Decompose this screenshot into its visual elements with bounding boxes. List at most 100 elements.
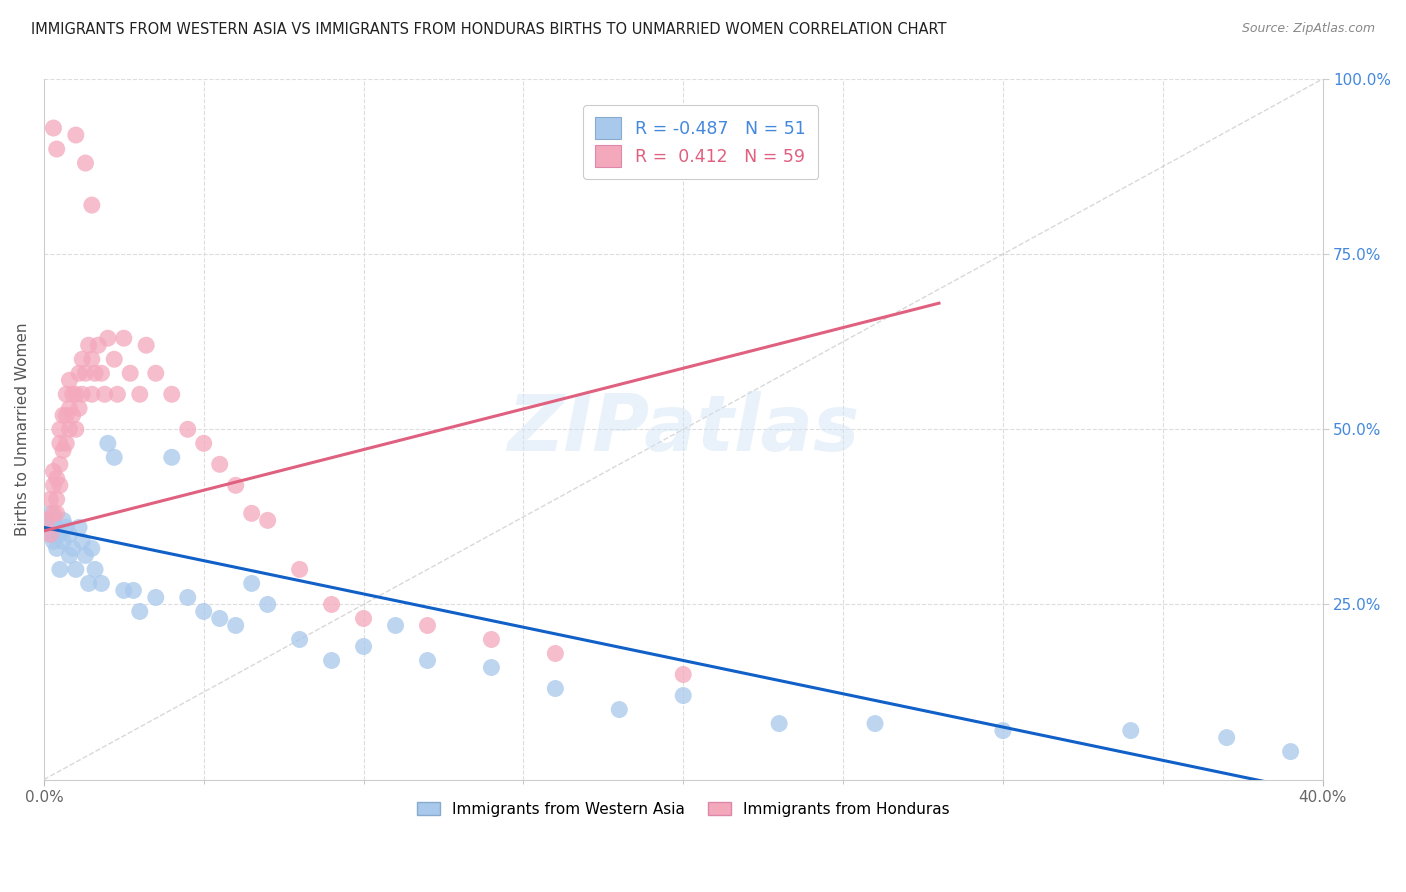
Point bbox=[208, 458, 231, 472]
Point bbox=[77, 338, 100, 352]
Point bbox=[62, 541, 84, 556]
Point bbox=[75, 156, 97, 170]
Point bbox=[75, 366, 97, 380]
Point bbox=[70, 387, 93, 401]
Point bbox=[49, 458, 72, 472]
Point bbox=[1215, 731, 1237, 745]
Point bbox=[35, 513, 58, 527]
Point bbox=[49, 478, 72, 492]
Point bbox=[62, 387, 84, 401]
Point bbox=[991, 723, 1014, 738]
Point bbox=[112, 583, 135, 598]
Point bbox=[62, 409, 84, 423]
Point bbox=[90, 576, 112, 591]
Point bbox=[240, 576, 263, 591]
Point bbox=[49, 527, 72, 541]
Point bbox=[52, 513, 75, 527]
Point bbox=[55, 387, 77, 401]
Point bbox=[225, 618, 247, 632]
Point bbox=[97, 436, 120, 450]
Point bbox=[160, 387, 183, 401]
Point bbox=[70, 534, 93, 549]
Point bbox=[353, 611, 375, 625]
Point bbox=[49, 422, 72, 436]
Point bbox=[321, 598, 343, 612]
Point bbox=[128, 387, 150, 401]
Text: Source: ZipAtlas.com: Source: ZipAtlas.com bbox=[1241, 22, 1375, 36]
Y-axis label: Births to Unmarried Women: Births to Unmarried Women bbox=[15, 323, 30, 536]
Point bbox=[353, 640, 375, 654]
Text: IMMIGRANTS FROM WESTERN ASIA VS IMMIGRANTS FROM HONDURAS BIRTHS TO UNMARRIED WOM: IMMIGRANTS FROM WESTERN ASIA VS IMMIGRAN… bbox=[31, 22, 946, 37]
Point bbox=[39, 527, 62, 541]
Point bbox=[55, 436, 77, 450]
Point bbox=[481, 660, 503, 674]
Point bbox=[80, 198, 103, 212]
Point bbox=[256, 513, 278, 527]
Point bbox=[55, 520, 77, 534]
Point bbox=[65, 387, 87, 401]
Point bbox=[160, 450, 183, 465]
Point bbox=[607, 702, 630, 716]
Point bbox=[863, 716, 886, 731]
Point bbox=[122, 583, 145, 598]
Point bbox=[65, 128, 87, 142]
Point bbox=[80, 387, 103, 401]
Point bbox=[42, 464, 65, 478]
Point bbox=[49, 562, 72, 576]
Point bbox=[208, 611, 231, 625]
Point bbox=[75, 549, 97, 563]
Point bbox=[256, 598, 278, 612]
Point bbox=[103, 352, 125, 367]
Point bbox=[145, 366, 167, 380]
Point bbox=[240, 507, 263, 521]
Point bbox=[135, 338, 157, 352]
Point bbox=[288, 562, 311, 576]
Point bbox=[288, 632, 311, 647]
Point bbox=[544, 681, 567, 696]
Point bbox=[672, 689, 695, 703]
Point bbox=[416, 653, 439, 667]
Point bbox=[128, 604, 150, 618]
Point bbox=[42, 121, 65, 136]
Point bbox=[39, 492, 62, 507]
Point bbox=[416, 618, 439, 632]
Point bbox=[58, 549, 80, 563]
Point bbox=[39, 527, 62, 541]
Point bbox=[225, 478, 247, 492]
Point bbox=[58, 373, 80, 387]
Point bbox=[45, 520, 67, 534]
Point bbox=[42, 534, 65, 549]
Point bbox=[107, 387, 129, 401]
Point bbox=[45, 142, 67, 156]
Point bbox=[112, 331, 135, 345]
Point bbox=[177, 591, 200, 605]
Point bbox=[80, 541, 103, 556]
Point bbox=[67, 366, 90, 380]
Point bbox=[42, 478, 65, 492]
Point bbox=[90, 366, 112, 380]
Point bbox=[65, 422, 87, 436]
Point bbox=[145, 591, 167, 605]
Point bbox=[87, 338, 110, 352]
Point bbox=[768, 716, 790, 731]
Legend: Immigrants from Western Asia, Immigrants from Honduras: Immigrants from Western Asia, Immigrants… bbox=[409, 794, 957, 824]
Point bbox=[481, 632, 503, 647]
Text: ZIPatlas: ZIPatlas bbox=[508, 392, 859, 467]
Point bbox=[42, 507, 65, 521]
Point bbox=[84, 562, 107, 576]
Point bbox=[45, 471, 67, 485]
Point bbox=[193, 436, 215, 450]
Point bbox=[384, 618, 406, 632]
Point bbox=[321, 653, 343, 667]
Point bbox=[93, 387, 115, 401]
Point bbox=[67, 520, 90, 534]
Point bbox=[45, 507, 67, 521]
Point bbox=[103, 450, 125, 465]
Point bbox=[672, 667, 695, 681]
Point bbox=[39, 507, 62, 521]
Point bbox=[1119, 723, 1142, 738]
Point bbox=[67, 401, 90, 416]
Point bbox=[77, 576, 100, 591]
Point bbox=[35, 520, 58, 534]
Point bbox=[544, 647, 567, 661]
